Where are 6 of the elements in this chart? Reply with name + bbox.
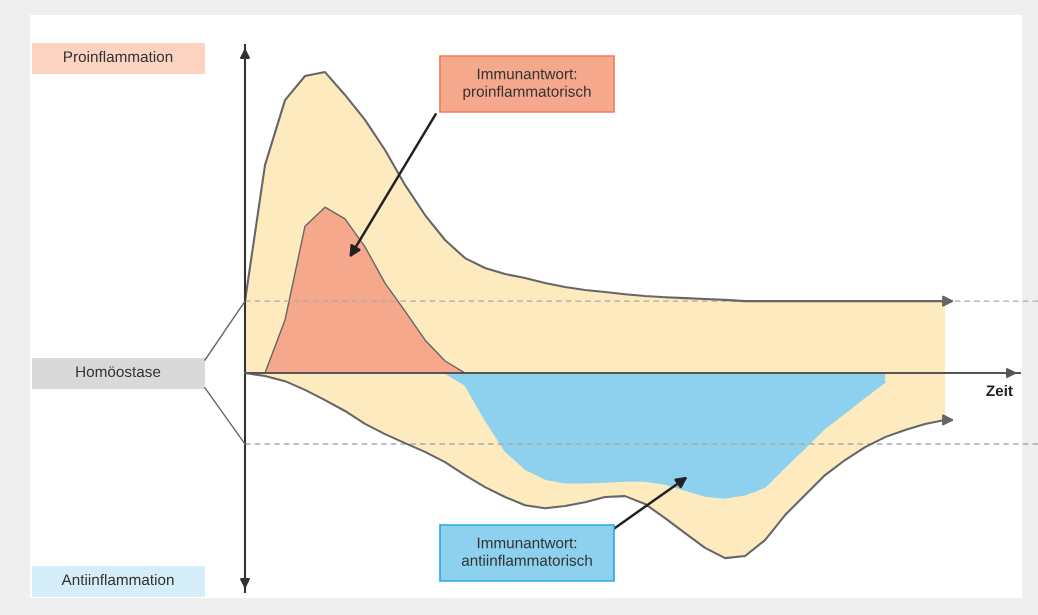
x-axis-title: Zeit <box>986 384 1013 397</box>
text: Antiinflammation <box>61 573 174 586</box>
text: Proinflammation <box>64 50 173 63</box>
text: Homöostase <box>76 366 161 378</box>
annotation: Immunantwort: proinflammatorisch <box>463 68 591 100</box>
annotation: Immunantwort: antiinflammatorisch <box>461 537 592 566</box>
